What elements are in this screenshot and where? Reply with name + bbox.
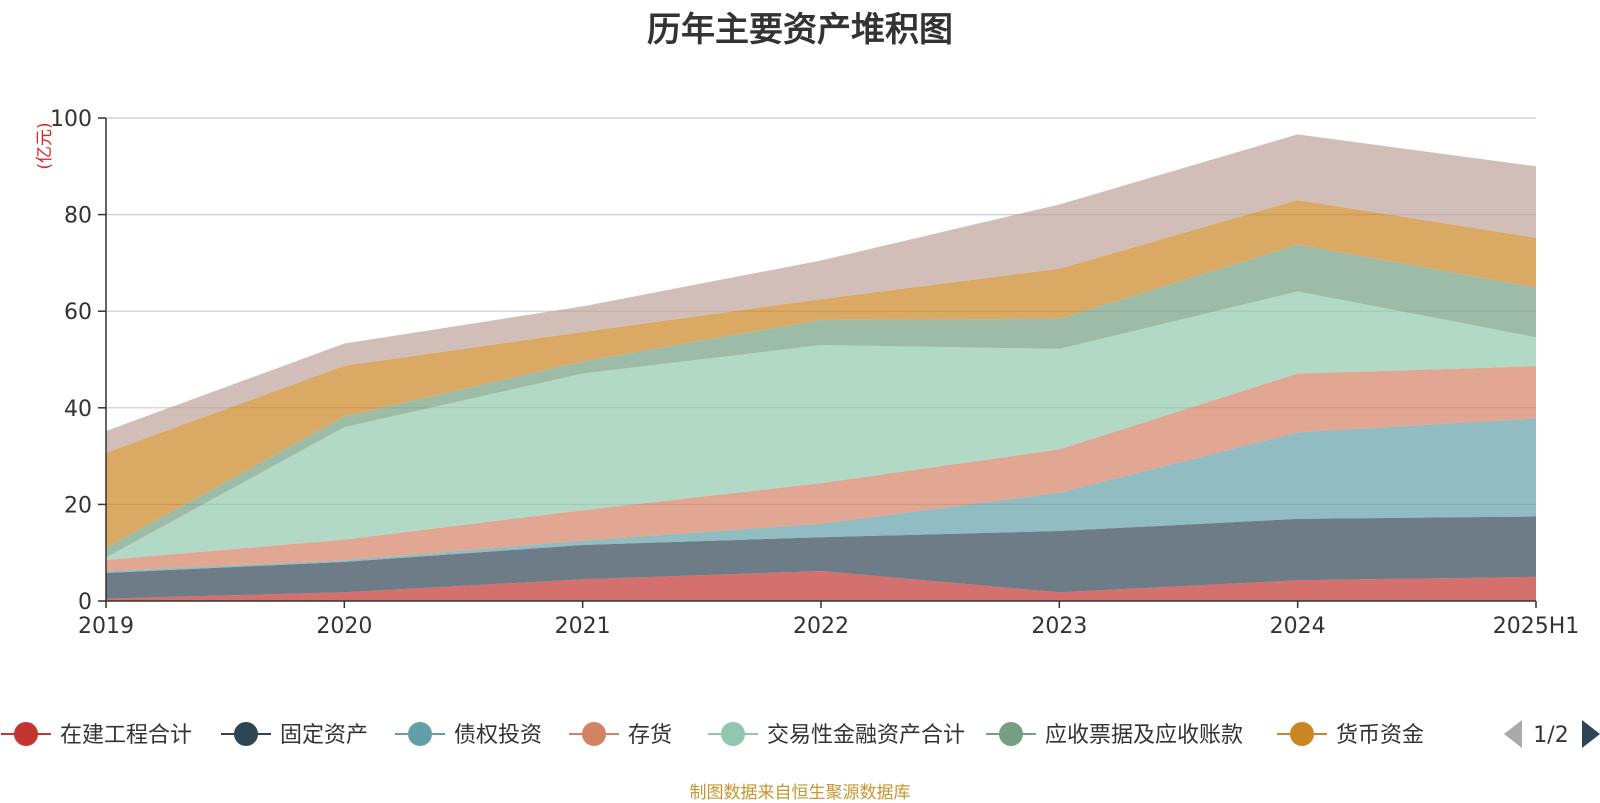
legend-label: 存货 — [628, 723, 672, 748]
y-tick-label: 60 — [64, 300, 92, 325]
triangle-right-icon[interactable] — [1582, 720, 1600, 748]
source-note: 制图数据来自恒生聚源数据库 — [689, 783, 911, 803]
area-series-2[interactable] — [106, 516, 1536, 599]
x-tick-label: 2020 — [316, 614, 372, 639]
legend-marker-icon — [1290, 722, 1314, 746]
x-tick-label: 2024 — [1270, 614, 1326, 639]
x-tick-label: 2022 — [793, 614, 849, 639]
legend-marker-icon — [999, 722, 1023, 746]
area-series-1[interactable] — [106, 571, 1536, 601]
legend-item[interactable]: 交易性金融资产合计 — [708, 722, 965, 748]
legend-label: 货币资金 — [1336, 723, 1424, 748]
area-series-4[interactable] — [106, 366, 1536, 572]
area-series-7[interactable] — [106, 200, 1536, 548]
legend-item[interactable]: 在建工程合计 — [1, 722, 192, 748]
legend-page-indicator: 1/2 — [1533, 723, 1568, 748]
y-tick-label: 20 — [64, 493, 92, 518]
legend-item[interactable]: 债权投资 — [395, 722, 542, 748]
y-tick-label: 0 — [78, 590, 92, 615]
y-tick-label: 100 — [50, 107, 92, 132]
y-tick-label: 80 — [64, 204, 92, 229]
axis-ticks: 0 20 40 60 80 100 2019 2020 2021 2022 2023 2024 2025… — [50, 107, 1579, 639]
legend-pager: 1/2 — [1504, 720, 1600, 748]
chart-title: 历年主要资产堆积图 — [647, 10, 953, 50]
area-series-5[interactable] — [106, 291, 1536, 560]
legend-label: 债权投资 — [454, 723, 542, 748]
x-tick-label: 2021 — [555, 614, 611, 639]
legend-label: 应收票据及应收账款 — [1045, 723, 1243, 748]
x-tick-label: 2019 — [78, 614, 134, 639]
legend-marker-icon — [408, 722, 432, 746]
area-series-8[interactable] — [106, 134, 1536, 453]
legend-label: 在建工程合计 — [60, 723, 192, 748]
y-axis-unit-label: (亿元) — [35, 122, 55, 169]
stacked-areas — [106, 134, 1536, 601]
legend-item[interactable]: 货币资金 — [1277, 722, 1424, 748]
area-series-6[interactable] — [106, 244, 1536, 558]
legend-item[interactable]: 应收票据及应收账款 — [986, 722, 1243, 748]
triangle-left-icon[interactable] — [1504, 720, 1522, 748]
y-tick-label: 40 — [64, 397, 92, 422]
legend-label: 交易性金融资产合计 — [767, 723, 965, 748]
area-series-3[interactable] — [106, 418, 1536, 573]
x-tick-label: 2023 — [1031, 614, 1087, 639]
legend-marker-icon — [582, 722, 606, 746]
legend-marker-icon — [14, 722, 38, 746]
x-tick-label: 2025H1 — [1493, 614, 1580, 639]
legend-item[interactable]: 固定资产 — [221, 722, 368, 748]
legend-marker-icon — [721, 722, 745, 746]
legend-item[interactable]: 存货 — [569, 722, 672, 748]
legend-marker-icon — [234, 722, 258, 746]
legend: 在建工程合计 固定资产 债权投资 存货 交易性金融资产合计 应收票据及应收账款 货币资金 — [1, 722, 1424, 748]
legend-label: 固定资产 — [280, 723, 368, 748]
